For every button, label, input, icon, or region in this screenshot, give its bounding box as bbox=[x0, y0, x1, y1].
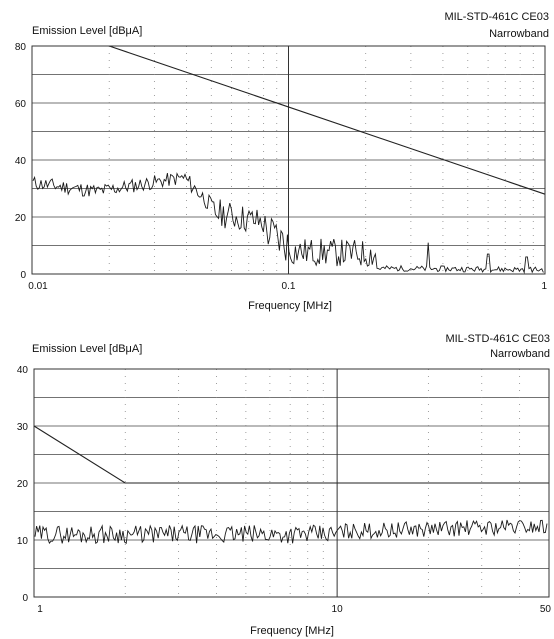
chart-1-mode-label: Narrowband bbox=[489, 28, 549, 40]
chart-2: MIL-STD-461C CE03 Narrowband Emission Le… bbox=[17, 333, 552, 637]
chart-2-x-tick-label: 10 bbox=[332, 604, 344, 615]
chart-1-x-tick-label: 1 bbox=[541, 281, 547, 292]
chart-2-emission-series bbox=[34, 519, 548, 545]
chart-1-grid bbox=[32, 46, 545, 274]
chart-2-x-tick-label: 1 bbox=[37, 604, 43, 615]
chart-2-mode-label: Narrowband bbox=[490, 348, 550, 360]
chart-1-x-tick-label: 0.01 bbox=[28, 281, 48, 292]
chart-1-y-tick-label: 0 bbox=[20, 270, 26, 281]
chart-2-y-tick-label: 20 bbox=[17, 479, 29, 490]
chart-2-x-axis-label: Frequency [MHz] bbox=[250, 625, 334, 637]
chart-1-y-tick-label: 20 bbox=[15, 213, 27, 224]
chart-2-grid bbox=[34, 369, 549, 597]
chart-2-standard-label: MIL-STD-461C CE03 bbox=[445, 333, 550, 345]
chart-2-x-tick-label: 50 bbox=[540, 604, 552, 615]
chart-1-standard-label: MIL-STD-461C CE03 bbox=[444, 11, 549, 23]
chart-1-y-tick-label: 80 bbox=[15, 42, 27, 53]
chart-2-y-axis-label: Emission Level [dBμA] bbox=[32, 343, 142, 355]
chart-2-plot-frame bbox=[33, 368, 550, 598]
chart-1-plot-frame bbox=[31, 45, 546, 275]
chart-2-y-tick-label: 30 bbox=[17, 422, 29, 433]
chart-2-x-ticks: 1 10 50 bbox=[37, 604, 551, 615]
chart-1-y-tick-label: 60 bbox=[15, 99, 27, 110]
chart-1: MIL-STD-461C CE03 Narrowband Emission Le… bbox=[15, 11, 549, 312]
chart-2-y-ticks: 0 10 20 30 40 bbox=[17, 365, 29, 604]
chart-1-emission-series bbox=[32, 172, 544, 275]
chart-1-y-axis-label: Emission Level [dBμA] bbox=[32, 25, 142, 37]
chart-1-y-tick-label: 40 bbox=[15, 156, 27, 167]
chart-1-limit-line bbox=[109, 45, 546, 195]
chart-2-limit-line bbox=[33, 425, 549, 484]
chart-1-x-tick-label: 0.1 bbox=[282, 281, 296, 292]
chart-2-y-tick-label: 0 bbox=[22, 593, 28, 604]
chart-2-y-tick-label: 40 bbox=[17, 365, 29, 376]
chart-1-x-axis-label: Frequency [MHz] bbox=[248, 300, 332, 312]
chart-1-y-ticks: 0 20 40 60 80 bbox=[15, 42, 27, 281]
chart-2-y-tick-label: 10 bbox=[17, 536, 29, 547]
chart-1-x-ticks: 0.01 0.1 1 bbox=[28, 281, 547, 292]
